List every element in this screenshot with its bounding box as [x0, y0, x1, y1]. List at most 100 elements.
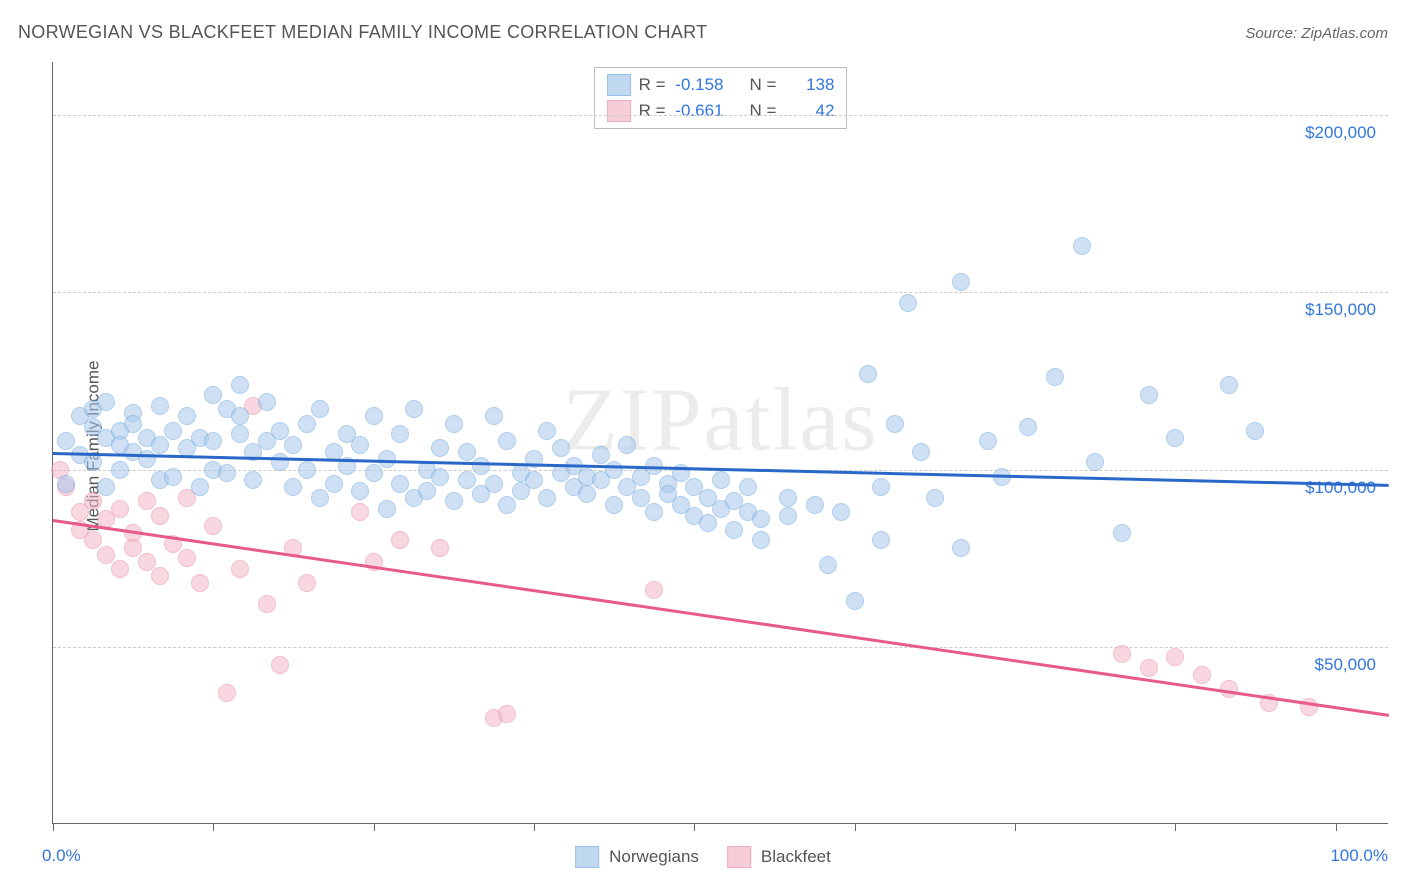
data-point [258, 393, 276, 411]
legend-swatch [607, 100, 631, 122]
legend-series-name: Norwegians [609, 847, 699, 867]
data-point [779, 507, 797, 525]
data-point [1046, 368, 1064, 386]
data-point [378, 500, 396, 518]
data-point [712, 471, 730, 489]
data-point [1113, 524, 1131, 542]
data-point [445, 415, 463, 433]
legend-stat-row: R =-0.158N =138 [607, 72, 835, 98]
data-point [231, 425, 249, 443]
x-tick [53, 823, 54, 831]
data-point [806, 496, 824, 514]
data-point [979, 432, 997, 450]
data-point [351, 503, 369, 521]
legend-r-label: R = [639, 101, 666, 121]
data-point [445, 492, 463, 510]
data-point [111, 560, 129, 578]
legend-r-value: -0.661 [674, 101, 724, 121]
data-point [97, 546, 115, 564]
data-point [218, 684, 236, 702]
data-point [952, 273, 970, 291]
data-point [819, 556, 837, 574]
data-point [271, 453, 289, 471]
data-point [859, 365, 877, 383]
data-point [725, 521, 743, 539]
data-point [365, 407, 383, 425]
source-label: Source: [1245, 25, 1297, 42]
x-tick [534, 823, 535, 831]
data-point [632, 489, 650, 507]
source-value: ZipAtlas.com [1301, 25, 1388, 42]
x-tick [694, 823, 695, 831]
data-point [218, 464, 236, 482]
data-point [97, 393, 115, 411]
y-tick-label: $50,000 [1315, 655, 1376, 675]
data-point [832, 503, 850, 521]
plot-area: ZIPatlas R =-0.158N =138R =-0.661N =42 $… [52, 62, 1388, 824]
data-point [311, 489, 329, 507]
gridline-horizontal [53, 292, 1388, 293]
data-point [418, 482, 436, 500]
data-point [191, 574, 209, 592]
legend-series-item: Blackfeet [727, 846, 831, 868]
data-point [912, 443, 930, 461]
data-point [1073, 237, 1091, 255]
data-point [204, 432, 222, 450]
legend-series-name: Blackfeet [761, 847, 831, 867]
x-max-label: 100.0% [1330, 846, 1388, 866]
data-point [365, 464, 383, 482]
data-point [1193, 666, 1211, 684]
data-point [138, 450, 156, 468]
y-tick-label: $200,000 [1305, 123, 1376, 143]
data-point [645, 581, 663, 599]
data-point [1140, 386, 1158, 404]
data-point [1140, 659, 1158, 677]
data-point [752, 510, 770, 528]
data-point [164, 468, 182, 486]
data-point [405, 400, 423, 418]
legend-series-item: Norwegians [575, 846, 699, 868]
data-point [899, 294, 917, 312]
data-point [311, 400, 329, 418]
legend-n-value: 138 [784, 75, 834, 95]
data-point [645, 503, 663, 521]
data-point [178, 407, 196, 425]
data-point [846, 592, 864, 610]
data-point [164, 422, 182, 440]
data-point [926, 489, 944, 507]
legend-stats-box: R =-0.158N =138R =-0.661N =42 [594, 67, 848, 129]
data-point [84, 453, 102, 471]
data-point [1246, 422, 1264, 440]
data-point [431, 439, 449, 457]
x-tick [374, 823, 375, 831]
data-point [498, 496, 516, 514]
data-point [431, 539, 449, 557]
data-point [231, 560, 249, 578]
legend-n-value: 42 [784, 101, 834, 121]
data-point [391, 531, 409, 549]
data-point [472, 457, 490, 475]
x-tick [855, 823, 856, 831]
chart-title: NORWEGIAN VS BLACKFEET MEDIAN FAMILY INC… [18, 22, 707, 43]
data-point [138, 553, 156, 571]
data-point [231, 376, 249, 394]
gridline-horizontal [53, 647, 1388, 648]
legend-n-label: N = [750, 75, 777, 95]
data-point [284, 478, 302, 496]
legend-swatch [575, 846, 599, 868]
data-point [84, 492, 102, 510]
y-tick-label: $100,000 [1305, 478, 1376, 498]
data-point [872, 531, 890, 549]
data-point [1086, 453, 1104, 471]
source-attribution: Source: ZipAtlas.com [1245, 25, 1388, 42]
data-point [298, 415, 316, 433]
gridline-horizontal [53, 115, 1388, 116]
data-point [552, 439, 570, 457]
data-point [431, 468, 449, 486]
data-point [886, 415, 904, 433]
data-point [204, 517, 222, 535]
data-point [485, 407, 503, 425]
data-point [592, 446, 610, 464]
data-point [111, 500, 129, 518]
watermark-text: ZIPatlas [563, 368, 879, 471]
